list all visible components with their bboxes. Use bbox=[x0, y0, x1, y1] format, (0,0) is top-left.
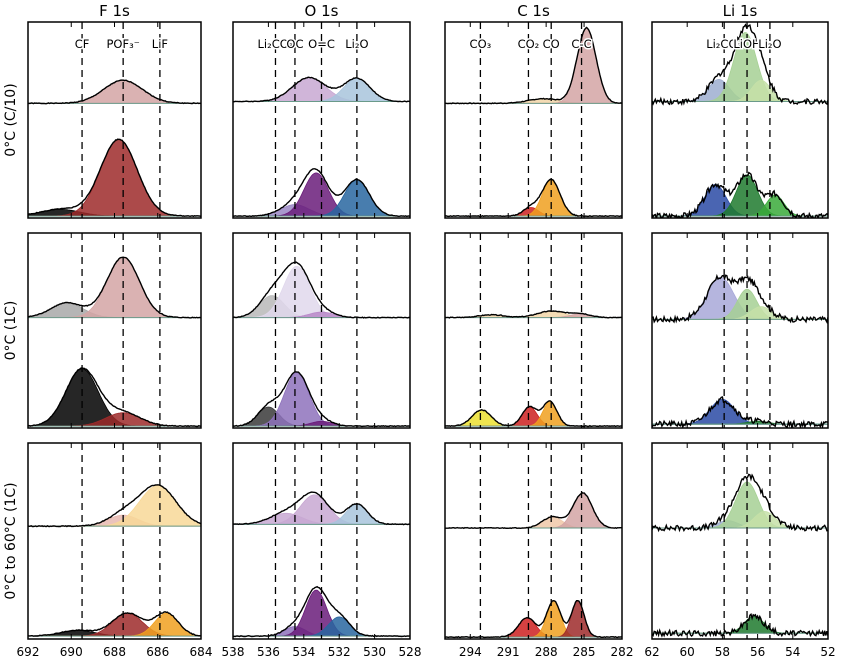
peak-label: Li₂CO₃ bbox=[706, 37, 742, 51]
tick-label: 690 bbox=[60, 645, 83, 659]
component-peak bbox=[652, 481, 828, 529]
component-peak bbox=[28, 138, 201, 217]
xps-panel bbox=[27, 232, 202, 429]
peak-label: O=C bbox=[308, 37, 335, 51]
tick-label: 285 bbox=[573, 645, 596, 659]
peak-label: C-C bbox=[571, 37, 591, 51]
xps-panel: CF POF₃⁻ LiF bbox=[27, 21, 202, 219]
column-title: C 1s bbox=[517, 2, 550, 20]
spectrum-line bbox=[445, 310, 622, 319]
spectrum-line bbox=[652, 273, 828, 324]
spectrum-line bbox=[28, 256, 201, 319]
tick-label: 291 bbox=[497, 645, 520, 659]
panel-frame bbox=[444, 442, 623, 640]
peak-label: LiOH bbox=[733, 37, 760, 51]
row-label: 0°C (C/10) bbox=[3, 83, 19, 156]
panel-frame bbox=[444, 232, 623, 429]
panel-frame bbox=[232, 21, 411, 219]
spectrum-line bbox=[652, 23, 828, 107]
tick-label: 528 bbox=[399, 645, 422, 659]
panel-frame bbox=[27, 442, 202, 640]
xps-panel bbox=[444, 442, 623, 640]
spectrum-line bbox=[652, 396, 828, 428]
tick-label: 684 bbox=[190, 645, 213, 659]
tick-label: 532 bbox=[328, 645, 351, 659]
spectrum-line bbox=[233, 261, 410, 319]
column-title: F 1s bbox=[99, 2, 130, 20]
peak-label: CO₃ bbox=[470, 37, 492, 51]
spectrum-line bbox=[28, 611, 201, 637]
peak-label: Li₂O bbox=[345, 37, 368, 51]
column-titles: F 1s O 1s C 1s Li 1s bbox=[99, 2, 757, 20]
tick-label: 54 bbox=[785, 645, 800, 659]
component-peak bbox=[445, 179, 622, 217]
xps-panel bbox=[651, 232, 829, 429]
peak-label: Li₂CO₃ bbox=[258, 37, 294, 51]
spectrum-line bbox=[652, 613, 828, 638]
tick-label: 56 bbox=[750, 645, 765, 659]
panel-frame bbox=[651, 21, 829, 219]
tick-label: 58 bbox=[715, 645, 730, 659]
peak-label: Li₂O bbox=[758, 37, 781, 51]
tick-label: 52 bbox=[820, 645, 835, 659]
xps-panel bbox=[232, 442, 411, 640]
spectrum-line bbox=[445, 400, 622, 428]
xps-panel: CO₃ CO₂ CO C-C bbox=[444, 21, 623, 219]
xps-panel bbox=[444, 232, 623, 429]
panel-frame bbox=[232, 232, 411, 429]
tick-label: 536 bbox=[257, 645, 280, 659]
component-peak bbox=[652, 288, 828, 320]
spectrum-line bbox=[445, 178, 622, 218]
row-label: 0°C to 60°C (1C) bbox=[3, 482, 19, 599]
x-axis-ticks: 692 690 688 686 684 538 536 534 532 530 528 294 291 2… bbox=[17, 645, 836, 659]
peak-label: OC bbox=[286, 37, 303, 51]
peak-label: CO bbox=[543, 37, 560, 51]
spectrum-line bbox=[28, 367, 201, 428]
component-peak bbox=[445, 492, 622, 529]
tick-label: 62 bbox=[644, 645, 659, 659]
component-peak bbox=[652, 398, 828, 425]
peak-label: CF bbox=[75, 37, 90, 51]
tick-label: 294 bbox=[459, 645, 482, 659]
spectrum-line bbox=[28, 484, 201, 528]
panel-frame bbox=[651, 232, 829, 429]
component-peak bbox=[28, 79, 201, 104]
tick-label: 688 bbox=[103, 645, 126, 659]
xps-panel bbox=[232, 232, 411, 429]
tick-label: 692 bbox=[17, 645, 40, 659]
spectrum-line bbox=[652, 171, 828, 218]
tick-label: 534 bbox=[292, 645, 315, 659]
peak-label: CO₂ bbox=[518, 37, 540, 51]
panel-frame bbox=[651, 442, 829, 640]
spectrum-line bbox=[445, 491, 622, 530]
spectrum-line bbox=[28, 138, 201, 218]
spectrum-line bbox=[445, 599, 622, 639]
peak-label: POF₃⁻ bbox=[107, 37, 140, 51]
tick-label: 538 bbox=[222, 645, 245, 659]
xps-panel bbox=[27, 442, 202, 640]
tick-label: 60 bbox=[680, 645, 695, 659]
row-label: 0°C (1C) bbox=[3, 301, 19, 361]
panel-frame bbox=[27, 232, 202, 429]
column-title: O 1s bbox=[305, 2, 339, 20]
panel-frame bbox=[444, 21, 623, 219]
tick-label: 282 bbox=[611, 645, 634, 659]
tick-label: 686 bbox=[146, 645, 169, 659]
spectrum-line bbox=[652, 473, 828, 533]
column-title: Li 1s bbox=[723, 2, 758, 20]
tick-label: 530 bbox=[363, 645, 386, 659]
panel-frame bbox=[232, 442, 411, 640]
spectrum-line bbox=[28, 79, 201, 105]
spectrum-line bbox=[233, 168, 410, 218]
peak-label: LiF bbox=[152, 37, 168, 51]
row-labels: 0°C (C/10) 0°C (1C) 0°C to 60°C (1C) bbox=[3, 83, 19, 599]
spectrum-line bbox=[445, 26, 622, 105]
xps-panel bbox=[651, 442, 829, 640]
tick-label: 288 bbox=[535, 645, 558, 659]
